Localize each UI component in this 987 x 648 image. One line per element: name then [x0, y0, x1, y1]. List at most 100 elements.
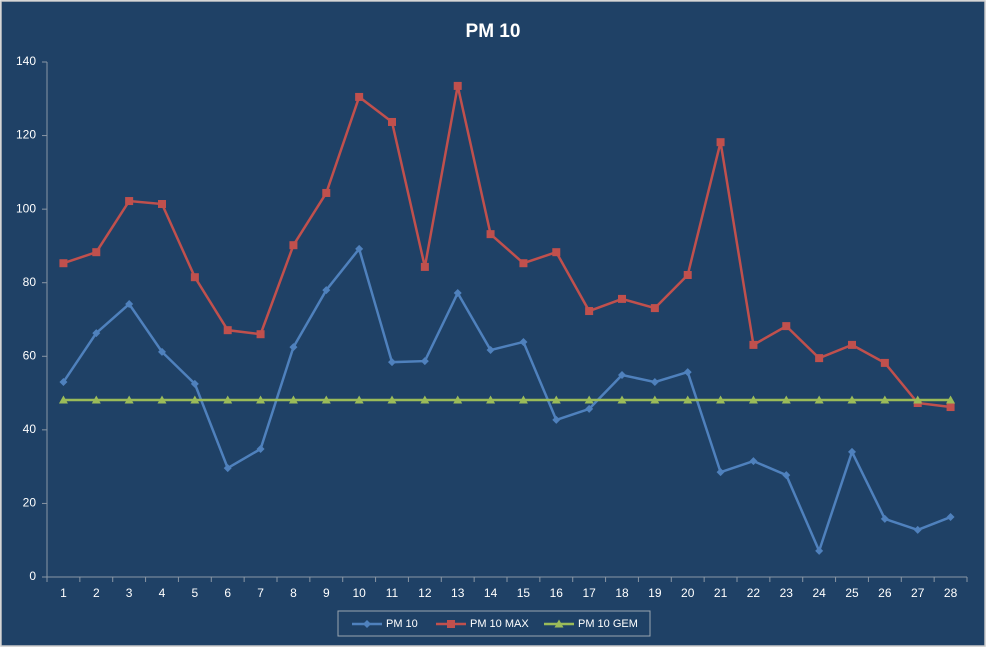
x-tick-label: 1: [60, 586, 67, 600]
legend-marker: [447, 620, 455, 628]
data-point: [289, 343, 298, 352]
y-tick-label: 0: [29, 569, 36, 583]
series-line: [62, 246, 952, 555]
data-point: [880, 514, 889, 523]
data-point: [354, 395, 364, 404]
series-line: [63, 85, 951, 409]
x-tick-label: 8: [290, 586, 297, 600]
y-tick-label: 20: [23, 496, 37, 510]
x-tick-label: 27: [911, 586, 925, 600]
x-tick-label: 10: [352, 586, 366, 600]
legend-label: PM 10 MAX: [470, 618, 529, 630]
data-point: [355, 244, 364, 253]
data-point: [617, 395, 627, 404]
data-point: [519, 337, 528, 346]
x-tick-label: 12: [418, 586, 432, 600]
data-point: [814, 395, 824, 404]
data-point: [288, 395, 298, 404]
data-point: [322, 188, 331, 197]
x-tick-label: 26: [878, 586, 892, 600]
data-point: [388, 117, 396, 126]
y-tick-label: 120: [16, 128, 36, 142]
data-point: [683, 270, 692, 279]
data-point: [190, 273, 199, 282]
x-tick-label: 4: [159, 586, 166, 600]
data-point: [650, 304, 659, 313]
data-point: [650, 395, 660, 404]
data-point: [355, 92, 364, 101]
data-point: [453, 395, 463, 404]
data-point: [519, 259, 528, 268]
x-tick-label: 5: [192, 586, 199, 600]
data-point: [585, 404, 594, 413]
x-tick-label: 15: [517, 586, 531, 600]
data-point: [190, 379, 199, 388]
x-tick-label: 7: [257, 586, 264, 600]
data-point: [157, 395, 167, 404]
x-tick-label: 3: [126, 586, 133, 600]
y-tick-label: 60: [23, 348, 37, 362]
data-point: [256, 395, 266, 404]
data-point: [913, 395, 923, 404]
chart-title: PM 10: [466, 21, 521, 42]
x-tick-label: 14: [484, 586, 498, 600]
x-tick-label: 11: [386, 586, 399, 600]
data-point: [782, 471, 791, 480]
data-point: [190, 395, 200, 404]
data-point: [781, 395, 791, 404]
data-point: [782, 322, 791, 331]
data-point: [158, 199, 166, 208]
data-point: [420, 262, 429, 271]
data-point: [124, 395, 134, 404]
data-point: [322, 286, 331, 295]
data-point: [749, 457, 758, 466]
data-point: [650, 378, 659, 387]
data-point: [913, 525, 922, 534]
y-tick-label: 100: [16, 201, 36, 215]
data-point: [223, 395, 233, 404]
x-tick-label: 23: [780, 586, 794, 600]
data-point: [716, 138, 725, 147]
data-point: [848, 447, 856, 456]
data-point: [289, 241, 298, 250]
x-tick-label: 13: [451, 586, 465, 600]
data-point: [748, 395, 758, 404]
data-point: [716, 468, 725, 477]
legend-marker: [554, 619, 564, 628]
legend-marker: [363, 620, 371, 628]
data-point: [848, 340, 856, 349]
data-point: [551, 395, 561, 404]
data-point: [815, 354, 824, 363]
data-point: [716, 395, 726, 404]
x-tick-label: 24: [812, 586, 826, 600]
data-point: [618, 294, 626, 303]
y-tick-label: 80: [23, 275, 37, 289]
data-point: [683, 368, 692, 377]
data-point: [158, 347, 166, 356]
data-point: [552, 248, 561, 257]
data-point: [91, 395, 101, 404]
data-point: [125, 300, 134, 309]
data-point: [585, 307, 594, 316]
data-point: [420, 395, 430, 404]
data-point: [125, 197, 134, 206]
data-point: [92, 248, 101, 257]
data-point: [387, 395, 397, 404]
data-point: [880, 395, 890, 404]
x-tick-label: 19: [648, 586, 662, 600]
legend-box: [337, 610, 651, 637]
x-tick-label: 28: [944, 586, 958, 600]
x-tick-label: 16: [550, 586, 564, 600]
data-point: [618, 371, 626, 380]
legend-label: PM 10: [386, 618, 418, 630]
data-point: [552, 415, 561, 424]
data-point: [486, 230, 495, 239]
x-tick-label: 6: [224, 586, 231, 600]
data-point: [847, 395, 857, 404]
data-point: [223, 326, 232, 335]
data-point: [92, 329, 101, 338]
legend-label: PM 10 GEM: [578, 618, 638, 630]
x-tick-label: 9: [323, 586, 330, 600]
